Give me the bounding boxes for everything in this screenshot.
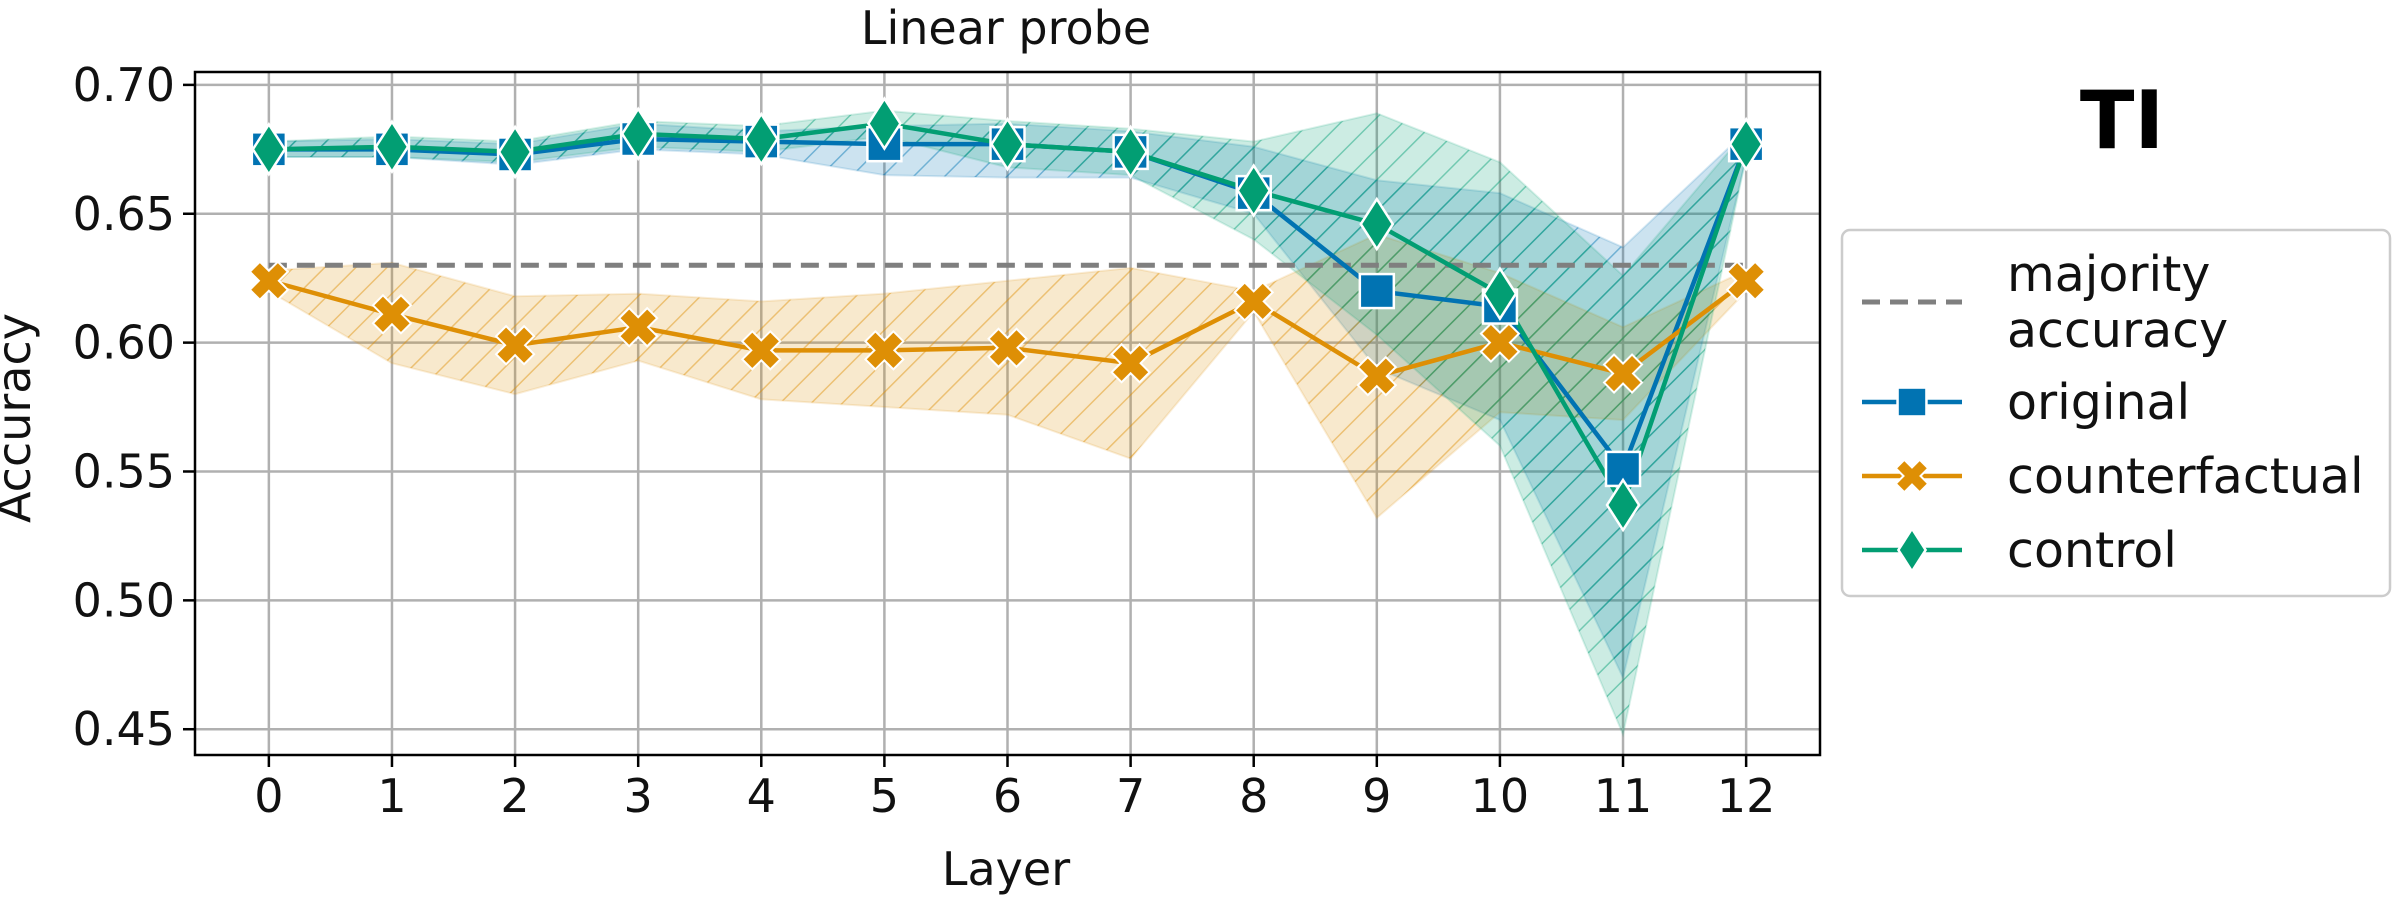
y-tick-label: 0.65 bbox=[73, 187, 175, 241]
counterfactual-point bbox=[1356, 355, 1398, 397]
x-tick-label: 7 bbox=[1116, 769, 1145, 823]
counterfactual-point bbox=[1725, 260, 1767, 302]
control-point bbox=[251, 122, 287, 177]
series-markers bbox=[248, 96, 1767, 533]
x-tick-label: 3 bbox=[624, 769, 653, 823]
counterfactual-point bbox=[1602, 353, 1644, 394]
x-tick-label: 4 bbox=[747, 769, 776, 823]
control-point bbox=[1359, 196, 1395, 252]
counterfactual-point bbox=[617, 306, 659, 348]
y-tick-label: 0.45 bbox=[73, 702, 175, 756]
legend-label-counterfactual: counterfactual bbox=[2007, 448, 2364, 505]
control-point bbox=[1605, 477, 1641, 533]
counterfactual-point bbox=[863, 329, 905, 371]
y-tick-label: 0.55 bbox=[73, 444, 175, 498]
axes: 0 1 2 3 4 5 6 7 8 9 10 11 120.450.500.550.600.650.70 bbox=[73, 58, 1822, 823]
counterfactual-point bbox=[371, 293, 413, 335]
x-tick-label: 10 bbox=[1471, 769, 1530, 823]
control-point bbox=[497, 124, 533, 180]
legend-label-original: original bbox=[2007, 374, 2190, 431]
control-point bbox=[743, 111, 779, 167]
counterfactual-point bbox=[987, 327, 1028, 369]
counterfactual-point bbox=[494, 324, 536, 366]
x-tick-label: 1 bbox=[377, 769, 406, 823]
plot-frame bbox=[193, 70, 1822, 757]
x-tick-label: 9 bbox=[1362, 769, 1391, 823]
y-axis-title: Accuracy bbox=[0, 313, 41, 523]
control-point bbox=[1482, 266, 1518, 321]
control-point bbox=[866, 96, 902, 151]
legend-marker-original bbox=[1896, 386, 1928, 418]
x-tick-label: 2 bbox=[500, 769, 529, 823]
x-tick-label: 5 bbox=[870, 769, 899, 823]
x-tick-label: 12 bbox=[1717, 769, 1776, 823]
legend-box bbox=[1840, 228, 2392, 598]
x-axis-title: Layer bbox=[942, 842, 1070, 896]
control-point bbox=[1728, 116, 1764, 172]
control-point bbox=[990, 116, 1025, 172]
counterfactual-point bbox=[248, 260, 290, 302]
panel-label: TI bbox=[2080, 74, 2164, 167]
legend-label-majority: majority accuracy bbox=[2007, 246, 2228, 359]
y-tick-label: 0.50 bbox=[73, 573, 175, 627]
counterfactual-point bbox=[1479, 322, 1521, 364]
legend: majority accuracy original counterfactual co… bbox=[1840, 228, 2392, 598]
counterfactual-point bbox=[1233, 280, 1275, 322]
chart-title: Linear probe bbox=[861, 1, 1151, 55]
control-point bbox=[1113, 124, 1149, 180]
original-point bbox=[1358, 272, 1396, 310]
x-tick-label: 11 bbox=[1594, 769, 1653, 823]
y-tick-label: 0.60 bbox=[73, 316, 175, 370]
x-tick-label: 6 bbox=[993, 769, 1022, 823]
legend-marker-counterfactual bbox=[1894, 458, 1930, 494]
y-tick-label: 0.70 bbox=[73, 58, 175, 112]
legend-marker-control bbox=[1896, 526, 1928, 574]
legend-label-control: control bbox=[2007, 522, 2177, 579]
control-point bbox=[374, 119, 410, 175]
control-point bbox=[1236, 163, 1272, 218]
counterfactual-point bbox=[1110, 342, 1152, 384]
x-tick-label: 0 bbox=[254, 769, 283, 823]
control-point bbox=[620, 106, 656, 162]
x-tick-label: 8 bbox=[1239, 769, 1268, 823]
counterfactual-point bbox=[740, 329, 782, 371]
